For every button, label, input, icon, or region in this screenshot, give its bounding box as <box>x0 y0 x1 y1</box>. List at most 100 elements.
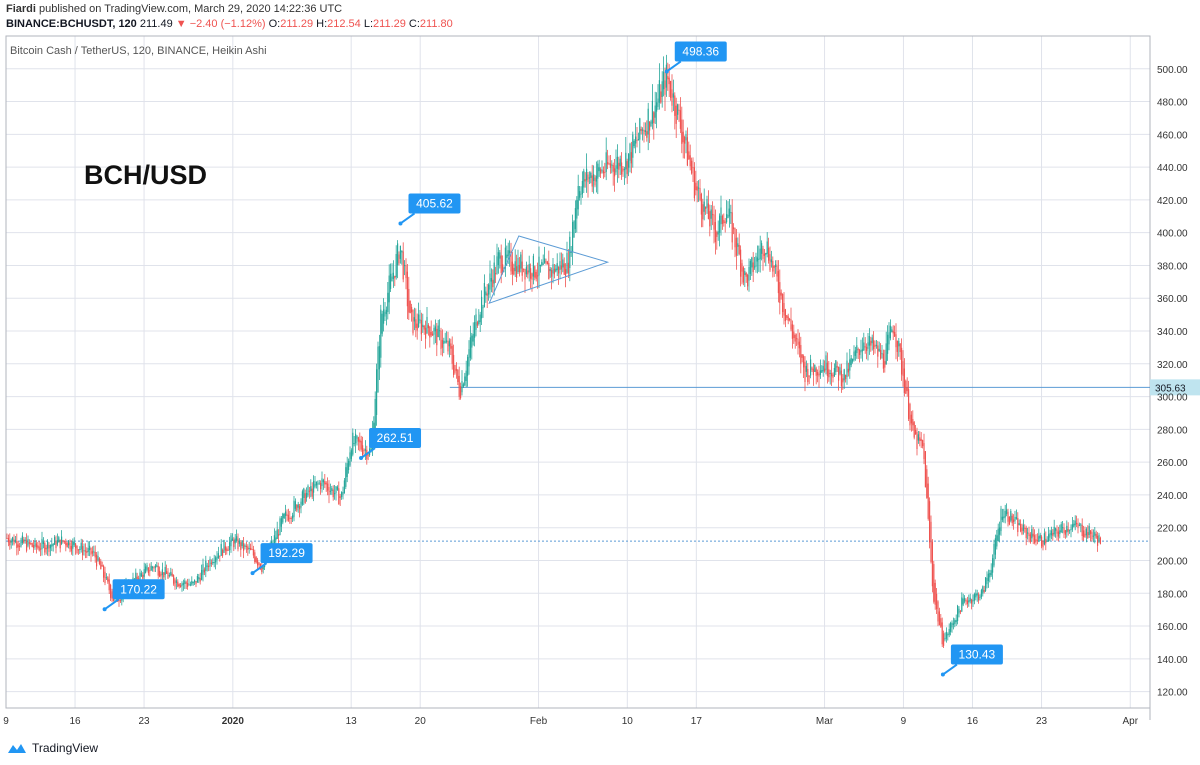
candle-body <box>684 137 686 144</box>
y-tick-label: 260.00 <box>1157 458 1188 469</box>
candle-body <box>471 335 473 348</box>
candle-body <box>38 546 40 551</box>
candle-body <box>769 254 771 271</box>
footer-brand[interactable]: TradingView <box>32 741 99 755</box>
candle-body <box>280 518 282 527</box>
candle-body <box>314 484 316 487</box>
candle-body <box>10 540 12 543</box>
candle-body <box>832 374 834 378</box>
y-tick-label: 480.00 <box>1157 98 1188 109</box>
candle-body <box>252 549 254 556</box>
candle-body <box>786 315 788 318</box>
candle-body <box>93 551 95 553</box>
candle-body <box>1036 540 1038 542</box>
candle-body <box>745 273 747 277</box>
candle-body <box>327 483 329 491</box>
candle-body <box>791 324 793 339</box>
candle-body <box>454 364 456 373</box>
candle-body <box>339 496 341 498</box>
candle-body <box>913 422 915 438</box>
candle-body <box>726 214 728 223</box>
author-name[interactable]: Fiardi <box>6 3 36 15</box>
candle-body <box>678 109 680 111</box>
candle-body <box>336 486 338 490</box>
candle-body <box>429 326 431 338</box>
candle-body <box>842 378 844 383</box>
candle-body <box>696 186 698 191</box>
candle-body <box>226 548 228 552</box>
candle-body <box>947 634 949 636</box>
candle-body <box>1087 532 1089 538</box>
candle-body <box>163 572 165 578</box>
candle-body <box>278 534 280 536</box>
candle-body <box>142 574 144 579</box>
plot-border <box>5 35 1151 709</box>
candle-body <box>1074 520 1076 526</box>
symbol-label: BINANCE:BCHUSDT, 120 <box>6 18 137 30</box>
candle-body <box>335 486 337 494</box>
candle-body <box>860 350 862 353</box>
candle-body <box>663 71 665 90</box>
candle-body <box>801 354 803 358</box>
candle-body <box>495 273 497 275</box>
candle-body <box>187 583 189 587</box>
low-value: 211.29 <box>373 18 406 30</box>
candle-body <box>171 573 173 577</box>
candle-body <box>650 121 652 127</box>
candle-body <box>958 608 960 614</box>
candle-body <box>668 77 670 85</box>
candle-body <box>420 319 422 335</box>
candle-body <box>394 275 396 279</box>
candle-body <box>927 483 929 519</box>
y-tick-label: 160.00 <box>1157 622 1188 633</box>
candle-body <box>317 483 319 485</box>
candle-body <box>964 597 966 602</box>
candle-body <box>996 535 998 547</box>
candle-body <box>182 583 184 585</box>
last-price: 211.49 <box>139 18 173 30</box>
candle-body <box>496 256 498 274</box>
candle-body <box>1011 515 1013 524</box>
candle-body <box>765 252 767 255</box>
candle-body <box>457 369 459 382</box>
price-chart[interactable]: 305.63 170.22 192.29 262.51 405.62 498.36 130… <box>0 0 1200 740</box>
candle-body <box>70 546 72 552</box>
candle-body <box>979 596 981 598</box>
y-tick-label: 380.00 <box>1157 261 1188 272</box>
candle-body <box>569 236 571 269</box>
candle-body <box>621 162 623 175</box>
candle-body <box>1013 519 1015 523</box>
candle-body <box>413 317 415 322</box>
candle-body <box>705 206 707 209</box>
candle-body <box>665 64 667 88</box>
candle-body <box>689 155 691 167</box>
candle-body <box>173 575 175 584</box>
callout-dot <box>398 221 403 226</box>
candle-body <box>989 573 991 578</box>
candle-body <box>660 91 662 103</box>
candle-body <box>546 261 548 265</box>
candle-body <box>742 267 744 283</box>
candle-body <box>79 549 81 551</box>
y-tick-label: 200.00 <box>1157 556 1188 567</box>
triangle-pattern <box>488 235 610 305</box>
candle-body <box>55 540 57 549</box>
candle-body <box>35 543 37 548</box>
candle-body <box>44 542 46 553</box>
candle-body <box>968 600 970 603</box>
callout-label: 170.22 <box>120 582 157 596</box>
price-callouts: 170.22 192.29 262.51 405.62 498.36 130.43 <box>102 41 1003 677</box>
candle-body <box>180 585 182 588</box>
candle-body <box>17 544 19 548</box>
candle-body <box>542 263 544 265</box>
tradingview-logo-icon[interactable] <box>6 741 28 755</box>
candle-body <box>30 543 32 545</box>
candle-body <box>105 577 107 579</box>
candle-body <box>661 81 663 98</box>
candle-body <box>800 345 802 364</box>
candle-body <box>885 343 887 365</box>
candle-body <box>1041 536 1043 547</box>
candle-body <box>360 440 362 450</box>
candle-body <box>588 177 590 179</box>
candle-body <box>664 80 666 95</box>
